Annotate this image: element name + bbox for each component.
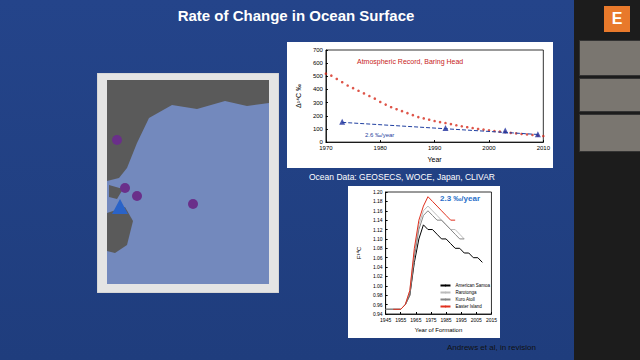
svg-text:1990: 1990 (428, 145, 442, 151)
svg-text:1.18: 1.18 (373, 198, 383, 204)
html-text:Ocean Data: GEOSECS, WOCE, Jap: Ocean Data: GEOSECS, WOCE, Japan, CLIVAR (309, 172, 495, 182)
svg-text:2015: 2015 (486, 317, 497, 323)
svg-text:1995: 1995 (456, 317, 467, 323)
svg-text:1970: 1970 (319, 145, 333, 151)
svg-text:Δ¹⁴C ‰: Δ¹⁴C ‰ (295, 84, 302, 108)
svg-text:2.3 ‰/year: 2.3 ‰/year (440, 194, 480, 203)
svg-text:Atmospheric Record, Baring Hea: Atmospheric Record, Baring Head (357, 58, 463, 66)
svg-text:2010: 2010 (537, 145, 551, 151)
svg-text:Year of Formation: Year of Formation (415, 327, 462, 333)
svg-text:0.94: 0.94 (372, 311, 383, 317)
svg-text:0.98: 0.98 (373, 292, 383, 298)
svg-text:400: 400 (313, 86, 324, 92)
svg-text:1.16: 1.16 (373, 208, 383, 214)
svg-text:0: 0 (319, 139, 323, 146)
svg-text:1945: 1945 (380, 317, 391, 323)
svg-text:1.06: 1.06 (373, 255, 383, 261)
svg-text:500: 500 (313, 73, 324, 79)
svg-text:200: 200 (313, 113, 324, 119)
svg-text:1.10: 1.10 (373, 236, 383, 242)
svg-text:F¹⁴C: F¹⁴C (356, 246, 362, 259)
svg-text:1.00: 1.00 (373, 283, 383, 289)
svg-text:1.12: 1.12 (373, 227, 383, 233)
svg-text:1955: 1955 (395, 317, 406, 323)
html-text:Andrews et al, in revision: Andrews et al, in revision (447, 343, 536, 352)
svg-text:100: 100 (313, 126, 324, 132)
svg-text:1980: 1980 (374, 145, 388, 151)
svg-text:0.96: 0.96 (373, 302, 383, 308)
html-text:Rate of Change in Ocean Surfac: Rate of Change in Ocean Surface (177, 7, 415, 24)
svg-text:1.20: 1.20 (373, 189, 383, 195)
svg-text:Kuro Atoll: Kuro Atoll (455, 297, 474, 302)
svg-text:1965: 1965 (410, 317, 421, 323)
svg-text:2000: 2000 (482, 145, 496, 151)
svg-text:300: 300 (313, 100, 324, 106)
svg-text:American Samoa: American Samoa (455, 283, 490, 288)
svg-text:1.14: 1.14 (373, 217, 383, 223)
svg-text:1985: 1985 (441, 317, 452, 323)
svg-text:1.04: 1.04 (373, 264, 383, 270)
svg-text:1.08: 1.08 (373, 245, 383, 251)
svg-text:1975: 1975 (425, 317, 436, 323)
svg-text:Easter Island: Easter Island (455, 304, 482, 309)
svg-text:600: 600 (313, 60, 324, 66)
svg-text:Year: Year (428, 156, 443, 163)
svg-text:1.02: 1.02 (373, 273, 383, 279)
svg-text:Rarotonga: Rarotonga (455, 290, 477, 295)
svg-text:2.6 ‰/year: 2.6 ‰/year (365, 132, 394, 138)
html-text:E: E (611, 10, 623, 27)
svg-text:2005: 2005 (471, 317, 482, 323)
svg-text:700: 700 (313, 47, 324, 53)
